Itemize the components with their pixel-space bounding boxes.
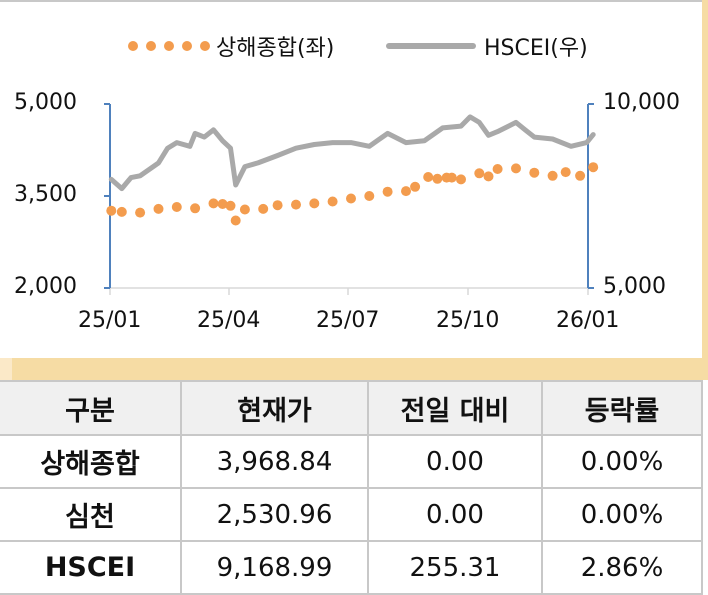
- row-rate: 0.00%: [541, 487, 703, 542]
- left-tick-3500: 3,500: [14, 182, 77, 207]
- header-rate: 등락률: [541, 380, 703, 436]
- row-name: 상해종합: [0, 434, 182, 489]
- legend-label-hscei: HSCEI(우): [484, 36, 588, 61]
- line-marker-icon: [386, 43, 476, 49]
- shanghai-series-dots: [106, 162, 599, 226]
- left-axis: [104, 103, 111, 289]
- legend-label-shanghai: 상해종합(좌): [216, 36, 335, 61]
- x-axis-ticks: [109, 288, 589, 295]
- table-header-row: 구분 현재가 전일 대비 등락률: [0, 380, 703, 436]
- row-change: 0.00: [367, 487, 543, 542]
- left-tick-5000: 5,000: [14, 90, 77, 115]
- chart-plot: [104, 103, 599, 295]
- separator-band: [0, 358, 708, 380]
- table-row: 심천 2,530.96 0.00 0.00%: [0, 487, 703, 542]
- dotted-marker-icon: [128, 41, 210, 51]
- x-tick-2501: 25/01: [78, 308, 142, 333]
- legend-item-shanghai: 상해종합(좌): [128, 30, 334, 62]
- right-accent-strip: [702, 0, 708, 380]
- right-tick-10000: 10,000: [603, 90, 680, 115]
- header-price: 현재가: [180, 380, 369, 436]
- x-tick-2510: 25/10: [436, 308, 500, 333]
- x-tick-2507: 25/07: [316, 308, 380, 333]
- table-row: 상해종합 3,968.84 0.00 0.00%: [0, 434, 703, 489]
- top-border: [0, 0, 708, 2]
- header-category: 구분: [0, 380, 182, 436]
- row-change: 0.00: [367, 434, 543, 489]
- row-price: 3,968.84: [180, 434, 369, 489]
- header-change: 전일 대비: [367, 380, 543, 436]
- table-row: HSCEI 9,168.99 255.31 2.86%: [0, 540, 703, 595]
- row-name: HSCEI: [0, 540, 182, 595]
- right-axis: [587, 103, 594, 289]
- x-tick-2504: 25/04: [197, 308, 261, 333]
- chart-legend: 상해종합(좌) HSCEI(우): [0, 30, 702, 62]
- row-price: 2,530.96: [180, 487, 369, 542]
- legend-item-hscei: HSCEI(우): [386, 30, 588, 62]
- row-name: 심천: [0, 487, 182, 542]
- x-tick-2601: 26/01: [556, 308, 620, 333]
- row-price: 9,168.99: [180, 540, 369, 595]
- row-rate: 2.86%: [541, 540, 703, 595]
- row-change: 255.31: [367, 540, 543, 595]
- hscei-series-line: [108, 114, 596, 192]
- index-table: 구분 현재가 전일 대비 등락률 상해종합 3,968.84 0.00 0.00…: [0, 380, 703, 595]
- row-rate: 0.00%: [541, 434, 703, 489]
- chart-panel: [0, 2, 702, 358]
- right-tick-5000: 5,000: [603, 274, 666, 299]
- left-tick-2000: 2,000: [14, 274, 77, 299]
